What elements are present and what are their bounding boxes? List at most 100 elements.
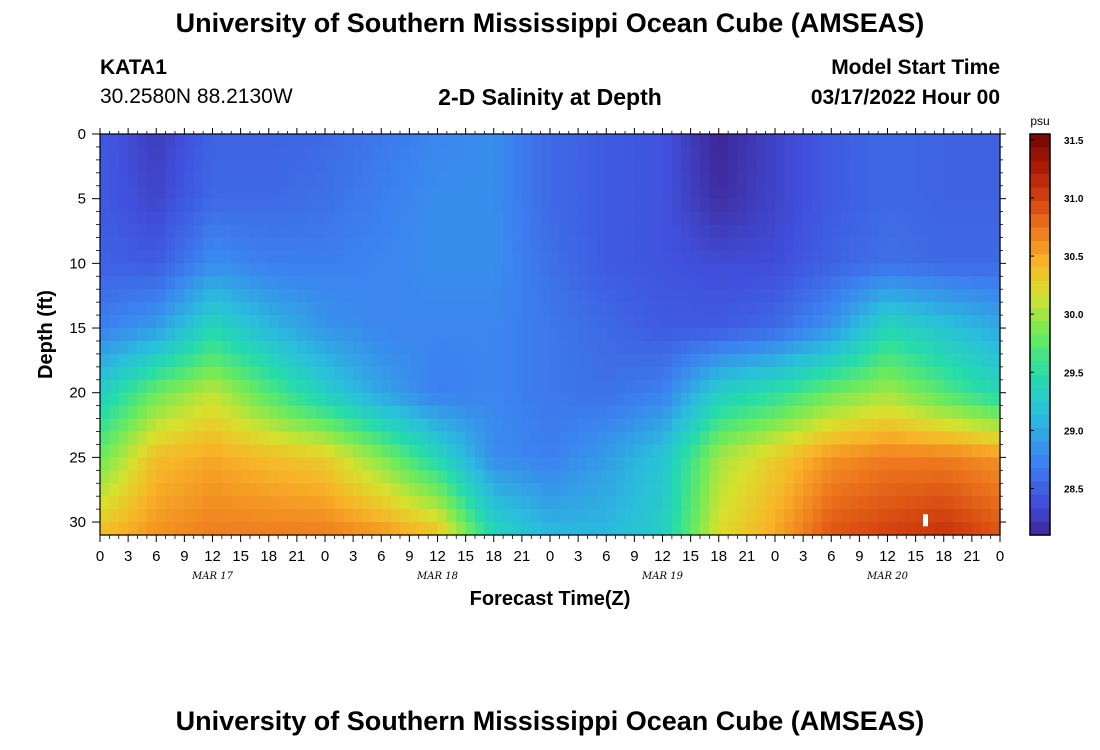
heatmap-cell: [531, 509, 542, 523]
heatmap-cell: [296, 353, 307, 368]
heatmap-cell: [775, 146, 785, 161]
heatmap-cell: [465, 198, 476, 213]
heatmap-cell: [765, 315, 776, 329]
heatmap-cell: [615, 457, 626, 471]
heatmap-cell: [765, 328, 776, 342]
heatmap-cell: [906, 211, 917, 226]
heatmap-cell: [784, 509, 795, 523]
heatmap-cell: [709, 496, 720, 510]
heatmap-cell: [962, 289, 973, 303]
heatmap-cell: [287, 379, 298, 394]
heatmap-cell: [437, 522, 448, 536]
heatmap-cell: [109, 470, 120, 484]
heatmap-cell: [512, 470, 523, 484]
heatmap-cell: [821, 172, 832, 187]
heatmap-cell: [268, 379, 279, 394]
heatmap-cell: [737, 289, 748, 303]
heatmap-cell: [793, 444, 804, 458]
heatmap-cell: [315, 470, 326, 484]
heatmap-cell: [559, 444, 570, 458]
heatmap-cell: [578, 392, 589, 407]
heatmap-cell: [306, 392, 317, 407]
heatmap-cell: [306, 134, 317, 148]
heatmap-cell: [428, 134, 439, 148]
heatmap-cell: [146, 250, 157, 264]
heatmap-cell: [540, 185, 551, 200]
heatmap-cell: [334, 185, 345, 200]
heatmap-cell: [840, 185, 851, 200]
heatmap-cell: [887, 185, 898, 200]
heatmap-cell: [137, 172, 148, 187]
footer-title: University of Southern Mississippi Ocean…: [175, 706, 925, 736]
heatmap-cell: [812, 353, 823, 368]
heatmap-cell: [521, 405, 532, 420]
heatmap-cell: [971, 470, 982, 484]
heatmap-cell: [334, 224, 345, 239]
heatmap-cell: [634, 366, 645, 381]
heatmap-cell: [615, 263, 626, 277]
heatmap-cell: [587, 470, 598, 484]
heatmap-cell: [578, 483, 589, 497]
heatmap-cell: [175, 340, 185, 355]
heatmap-cell: [737, 418, 748, 433]
heatmap-cell: [671, 392, 682, 407]
heatmap-cell: [343, 366, 354, 381]
heatmap-cell: [353, 444, 364, 458]
heatmap-cell: [653, 340, 664, 355]
heatmap-cell: [540, 353, 551, 368]
heatmap-cell: [512, 379, 523, 394]
heatmap-cell: [362, 276, 373, 290]
heatmap-cell: [287, 405, 298, 420]
heatmap-cell: [362, 159, 373, 174]
heatmap-cell: [371, 522, 382, 536]
heatmap-cell: [343, 340, 354, 355]
heatmap-cell: [943, 263, 954, 277]
heatmap-cell: [934, 431, 945, 446]
heatmap-cell: [718, 315, 729, 329]
heatmap-cell: [512, 159, 523, 174]
heatmap-cell: [625, 522, 635, 536]
heatmap-cell: [184, 302, 195, 316]
heatmap-cell: [278, 315, 289, 329]
heatmap-cell: [887, 263, 898, 277]
heatmap-cell: [634, 522, 645, 536]
heatmap-cell: [662, 444, 673, 458]
heatmap-cell: [896, 146, 907, 161]
heatmap-cell: [128, 172, 139, 187]
heatmap-cell: [184, 276, 195, 290]
heatmap-cell: [756, 159, 767, 174]
heatmap-cell: [840, 172, 851, 187]
heatmap-cell: [775, 159, 785, 174]
heatmap-cell: [775, 418, 785, 433]
heatmap-cell: [381, 146, 392, 161]
heatmap-cell: [512, 185, 523, 200]
heatmap-cell: [493, 198, 504, 213]
heatmap-cell: [306, 509, 317, 523]
heatmap-cell: [981, 211, 992, 226]
heatmap-cell: [765, 444, 776, 458]
heatmap-cell: [400, 263, 410, 277]
heatmap-cell: [718, 224, 729, 239]
heatmap-cell: [390, 509, 401, 523]
heatmap-cell: [418, 172, 429, 187]
heatmap-cell: [437, 172, 448, 187]
heatmap-cell: [540, 405, 551, 420]
heatmap-cell: [240, 172, 251, 187]
heatmap-cell: [690, 250, 701, 264]
heatmap-cell: [915, 444, 926, 458]
heatmap-cell: [381, 276, 392, 290]
heatmap-cell: [287, 457, 298, 471]
heatmap-cell: [390, 392, 401, 407]
heatmap-cell: [540, 224, 551, 239]
heatmap-cell: [962, 134, 973, 148]
heatmap-cell: [587, 237, 598, 252]
heatmap-cell: [531, 418, 542, 433]
heatmap-cell: [653, 457, 664, 471]
heatmap-cell: [400, 496, 410, 510]
heatmap-cell: [465, 405, 476, 420]
heatmap-cell: [643, 328, 654, 342]
heatmap-cell: [625, 328, 635, 342]
heatmap-cell: [465, 250, 476, 264]
heatmap-cell: [175, 302, 185, 316]
heatmap-cell: [296, 185, 307, 200]
